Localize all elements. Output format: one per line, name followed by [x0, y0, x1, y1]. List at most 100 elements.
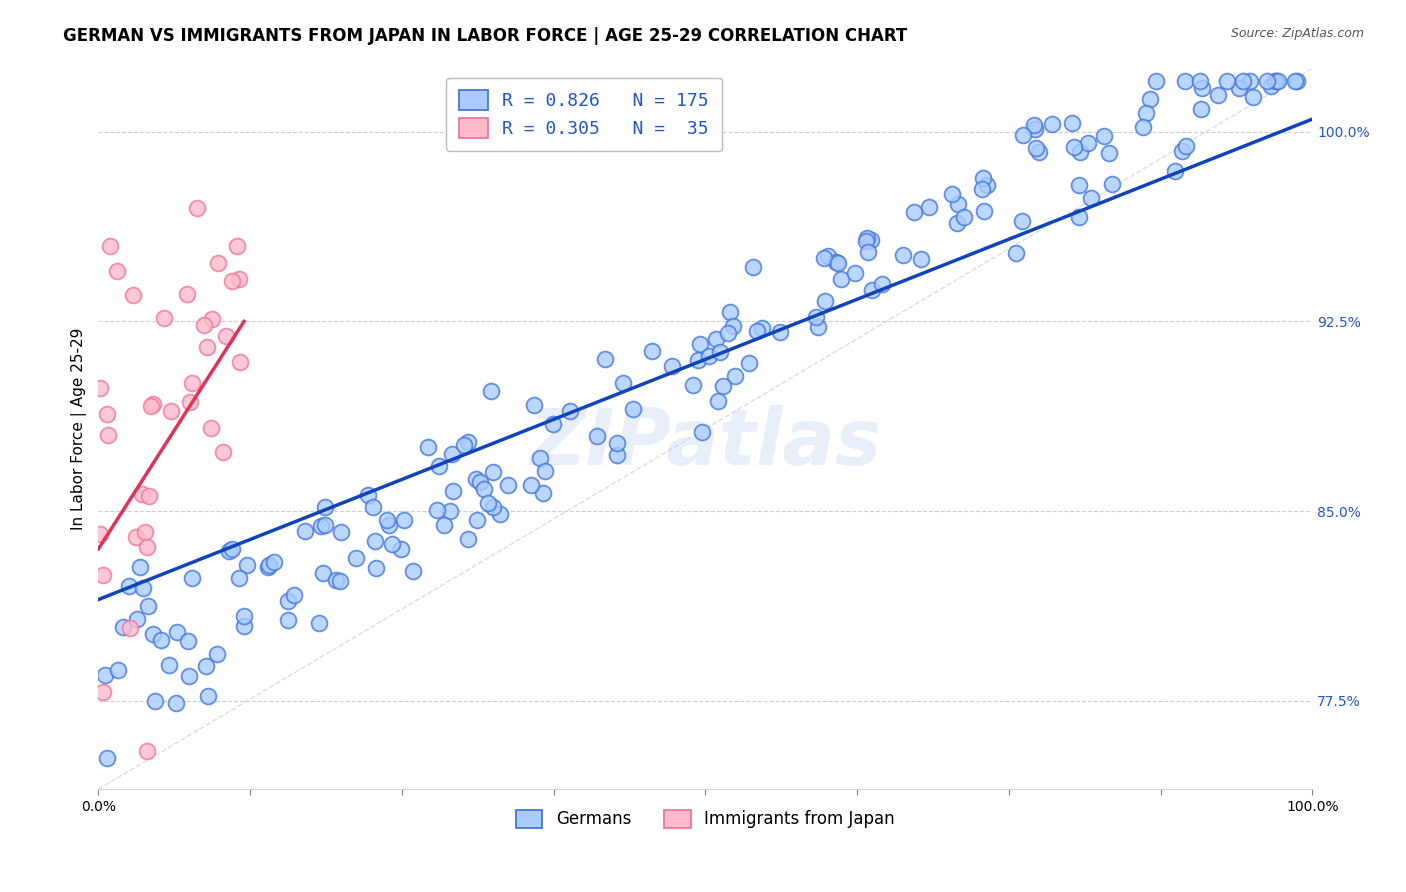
- Point: [228, 570, 250, 584]
- Legend: Germans, Immigrants from Japan: Germans, Immigrants from Japan: [509, 803, 901, 835]
- Point: [283, 589, 305, 603]
- Point: [661, 359, 683, 373]
- Point: [132, 582, 155, 596]
- Point: [180, 572, 202, 586]
- Point: [177, 669, 200, 683]
- Point: [804, 310, 827, 324]
- Point: [856, 231, 879, 245]
- Point: [97, 428, 120, 442]
- Point: [139, 399, 162, 413]
- Point: [560, 404, 582, 418]
- Point: [976, 178, 998, 192]
- Point: [910, 252, 932, 266]
- Point: [165, 696, 187, 710]
- Point: [474, 482, 496, 496]
- Point: [378, 517, 401, 532]
- Point: [1094, 128, 1116, 143]
- Point: [277, 613, 299, 627]
- Text: ZIPatlas: ZIPatlas: [529, 405, 882, 482]
- Point: [312, 566, 335, 581]
- Point: [534, 464, 557, 478]
- Point: [1284, 74, 1306, 88]
- Point: [724, 369, 747, 384]
- Point: [1171, 144, 1194, 158]
- Point: [953, 210, 976, 224]
- Point: [1164, 164, 1187, 178]
- Point: [200, 421, 222, 435]
- Point: [830, 271, 852, 285]
- Point: [194, 658, 217, 673]
- Point: [195, 340, 218, 354]
- Point: [1285, 74, 1308, 88]
- Point: [541, 417, 564, 431]
- Point: [814, 294, 837, 309]
- Point: [825, 254, 848, 268]
- Point: [1175, 139, 1198, 153]
- Point: [225, 238, 247, 252]
- Point: [697, 349, 720, 363]
- Point: [440, 447, 463, 461]
- Point: [93, 685, 115, 699]
- Point: [1227, 80, 1250, 95]
- Point: [259, 558, 281, 573]
- Point: [120, 621, 142, 635]
- Point: [972, 170, 994, 185]
- Point: [294, 524, 316, 539]
- Point: [129, 560, 152, 574]
- Point: [89, 381, 111, 395]
- Point: [177, 634, 200, 648]
- Point: [232, 608, 254, 623]
- Point: [529, 450, 551, 465]
- Point: [718, 304, 741, 318]
- Point: [711, 379, 734, 393]
- Point: [945, 217, 967, 231]
- Point: [329, 574, 352, 589]
- Point: [1216, 74, 1239, 88]
- Point: [125, 530, 148, 544]
- Point: [142, 397, 165, 411]
- Point: [817, 249, 839, 263]
- Point: [112, 619, 135, 633]
- Point: [1256, 74, 1278, 88]
- Point: [193, 318, 215, 333]
- Point: [1264, 74, 1286, 88]
- Point: [439, 504, 461, 518]
- Point: [751, 321, 773, 335]
- Point: [482, 500, 505, 514]
- Point: [827, 256, 849, 270]
- Point: [149, 633, 172, 648]
- Point: [1063, 140, 1085, 154]
- Point: [375, 513, 398, 527]
- Point: [1267, 74, 1289, 88]
- Point: [160, 404, 183, 418]
- Point: [179, 395, 201, 409]
- Point: [256, 560, 278, 574]
- Point: [1260, 78, 1282, 93]
- Point: [1101, 178, 1123, 192]
- Point: [329, 524, 352, 539]
- Point: [856, 245, 879, 260]
- Point: [176, 287, 198, 301]
- Point: [1069, 145, 1091, 160]
- Y-axis label: In Labor Force | Age 25-29: In Labor Force | Age 25-29: [72, 327, 87, 530]
- Point: [344, 550, 367, 565]
- Point: [709, 345, 731, 359]
- Point: [107, 663, 129, 677]
- Point: [972, 182, 994, 196]
- Text: GERMAN VS IMMIGRANTS FROM JAPAN IN LABOR FORCE | AGE 25-29 CORRELATION CHART: GERMAN VS IMMIGRANTS FROM JAPAN IN LABOR…: [63, 27, 907, 45]
- Point: [689, 337, 711, 351]
- Point: [742, 260, 765, 275]
- Point: [180, 376, 202, 390]
- Point: [606, 448, 628, 462]
- Text: Source: ZipAtlas.com: Source: ZipAtlas.com: [1230, 27, 1364, 40]
- Point: [453, 438, 475, 452]
- Point: [357, 488, 380, 502]
- Point: [479, 384, 502, 399]
- Point: [153, 311, 176, 326]
- Point: [1241, 90, 1264, 104]
- Point: [891, 248, 914, 262]
- Point: [813, 251, 835, 265]
- Point: [197, 689, 219, 703]
- Point: [135, 540, 157, 554]
- Point: [489, 507, 512, 521]
